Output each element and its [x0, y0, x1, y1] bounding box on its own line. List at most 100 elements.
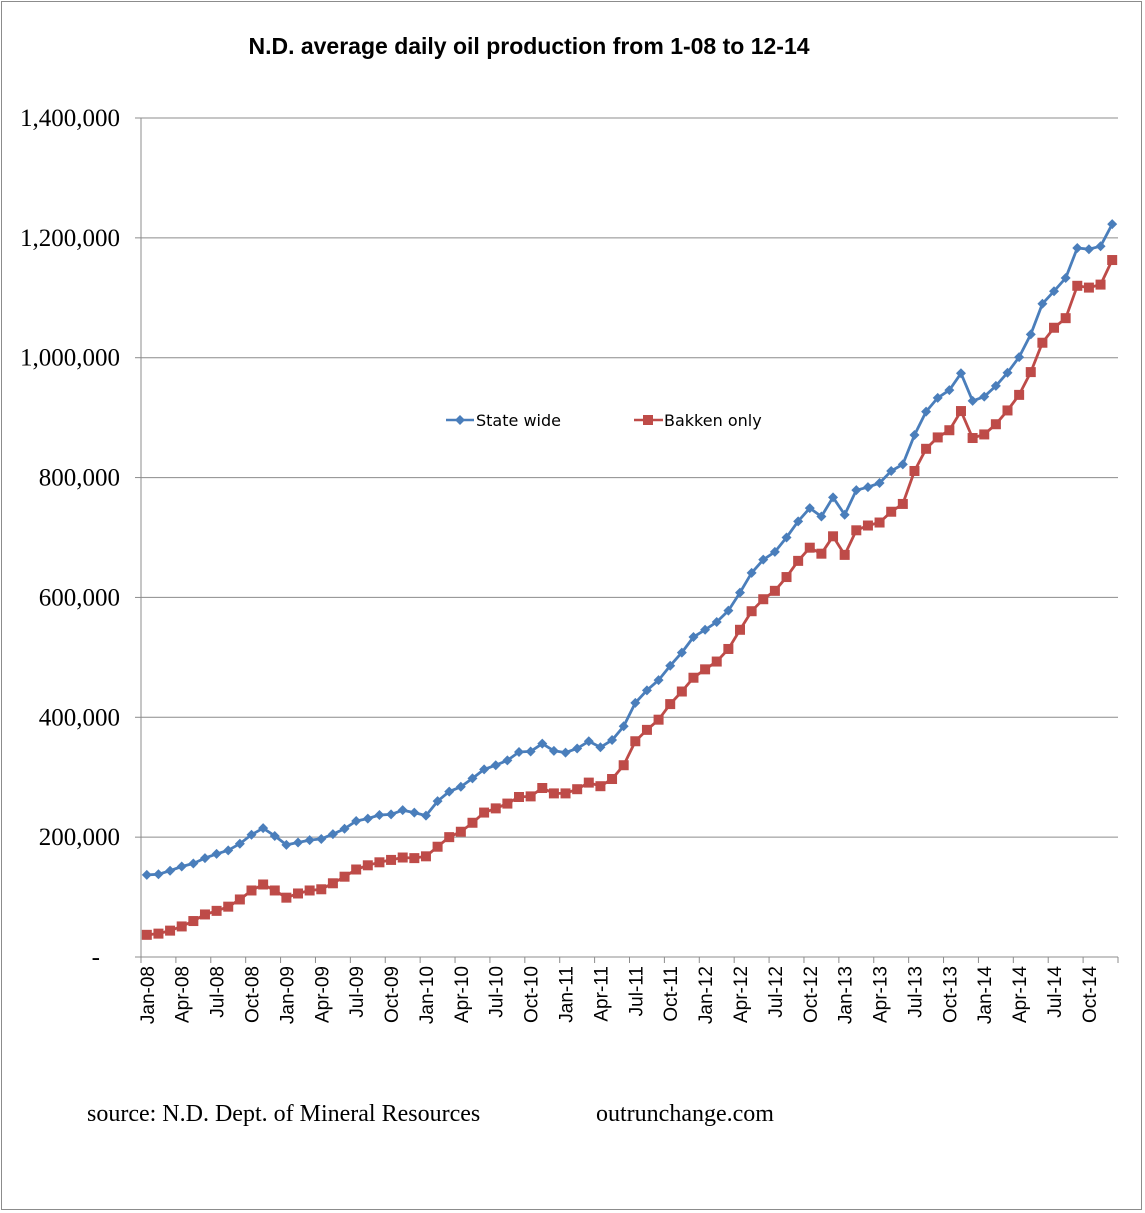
series-bakken-only — [141, 255, 1118, 940]
data-point — [397, 852, 408, 863]
data-point — [548, 745, 559, 756]
data-point — [386, 809, 397, 820]
data-point — [362, 813, 373, 824]
data-point — [653, 675, 664, 686]
data-point — [502, 755, 513, 766]
y-tick-label: - — [92, 944, 100, 971]
data-point — [769, 585, 780, 596]
data-point — [781, 532, 792, 543]
x-tick-label: Oct-13 — [940, 966, 961, 1023]
data-point — [851, 485, 862, 496]
data-point — [386, 854, 397, 865]
data-point — [618, 760, 629, 771]
y-tick-label: 800,000 — [39, 465, 120, 492]
data-point — [909, 430, 920, 441]
data-point — [351, 815, 362, 826]
data-point — [1002, 367, 1013, 378]
data-point — [688, 672, 699, 683]
data-point — [804, 503, 815, 514]
x-tick-label: Jul-14 — [1045, 966, 1066, 1018]
data-point — [211, 905, 222, 916]
data-point — [176, 861, 187, 872]
data-point — [234, 838, 245, 849]
legend-state-wide-label: State wide — [476, 411, 561, 430]
data-point — [758, 594, 769, 605]
data-point — [955, 406, 966, 417]
legend-state-wide-marker — [455, 415, 465, 425]
x-tick-label: Apr-11 — [591, 966, 612, 1022]
data-point — [932, 432, 943, 443]
data-point — [746, 567, 757, 578]
data-point — [234, 894, 245, 905]
data-point — [630, 697, 641, 708]
data-point — [676, 686, 687, 697]
data-point — [1049, 322, 1060, 333]
data-point — [409, 807, 420, 818]
data-point — [223, 901, 234, 912]
y-tick-label: 200,000 — [39, 824, 120, 851]
data-point — [769, 546, 780, 557]
data-point — [897, 459, 908, 470]
data-point — [816, 511, 827, 522]
data-point — [269, 830, 280, 841]
data-point — [886, 506, 897, 517]
x-tick-label: Jan-09 — [277, 966, 298, 1024]
data-point — [979, 429, 990, 440]
data-point — [560, 788, 571, 799]
data-point — [420, 851, 431, 862]
data-point — [339, 823, 350, 834]
data-point — [281, 892, 292, 903]
data-point — [455, 781, 466, 792]
x-tick-label: Jan-13 — [836, 966, 857, 1024]
data-point — [572, 743, 583, 754]
series-line — [146, 223, 1114, 877]
data-point — [479, 807, 490, 818]
data-point — [839, 509, 850, 520]
data-point — [572, 784, 583, 795]
data-point — [199, 853, 210, 864]
data-point — [641, 685, 652, 696]
data-point — [723, 605, 734, 616]
data-point — [246, 829, 257, 840]
data-point — [537, 738, 548, 749]
gridlines — [141, 117, 1118, 838]
data-point — [734, 587, 745, 598]
data-point — [595, 742, 606, 753]
data-point — [1060, 273, 1071, 284]
y-tick-label: 400,000 — [39, 704, 120, 731]
legend-bakken-label: Bakken only — [664, 411, 762, 430]
data-point — [607, 735, 618, 746]
data-point — [339, 871, 350, 882]
data-point — [944, 425, 955, 436]
data-point — [269, 885, 280, 896]
data-point — [676, 647, 687, 658]
data-point — [990, 380, 1001, 391]
legend-bakken-marker — [643, 415, 653, 425]
x-tick-label: Jan-12 — [696, 966, 717, 1024]
x-tick-label: Oct-08 — [242, 966, 263, 1023]
data-point — [316, 884, 327, 895]
data-point — [514, 791, 525, 802]
x-tick-label: Oct-14 — [1080, 966, 1101, 1023]
data-point — [153, 869, 164, 880]
data-point — [793, 516, 804, 527]
x-tick-label: Oct-11 — [661, 966, 682, 1022]
data-point — [793, 555, 804, 566]
data-point — [1095, 241, 1106, 252]
data-point — [1037, 337, 1048, 348]
data-point — [909, 465, 920, 476]
data-point — [711, 656, 722, 667]
data-point — [653, 714, 664, 725]
data-point — [1083, 282, 1094, 293]
data-point — [862, 482, 873, 493]
x-tick-label: Jan-08 — [138, 966, 159, 1024]
data-point — [1002, 405, 1013, 416]
data-point — [327, 878, 338, 889]
data-point — [293, 888, 304, 899]
x-tick-label: Jul-13 — [905, 966, 926, 1018]
footer-site: outrunchange.com — [596, 1101, 774, 1127]
data-point — [1107, 255, 1118, 266]
x-tick-label: Jul-09 — [347, 966, 368, 1018]
